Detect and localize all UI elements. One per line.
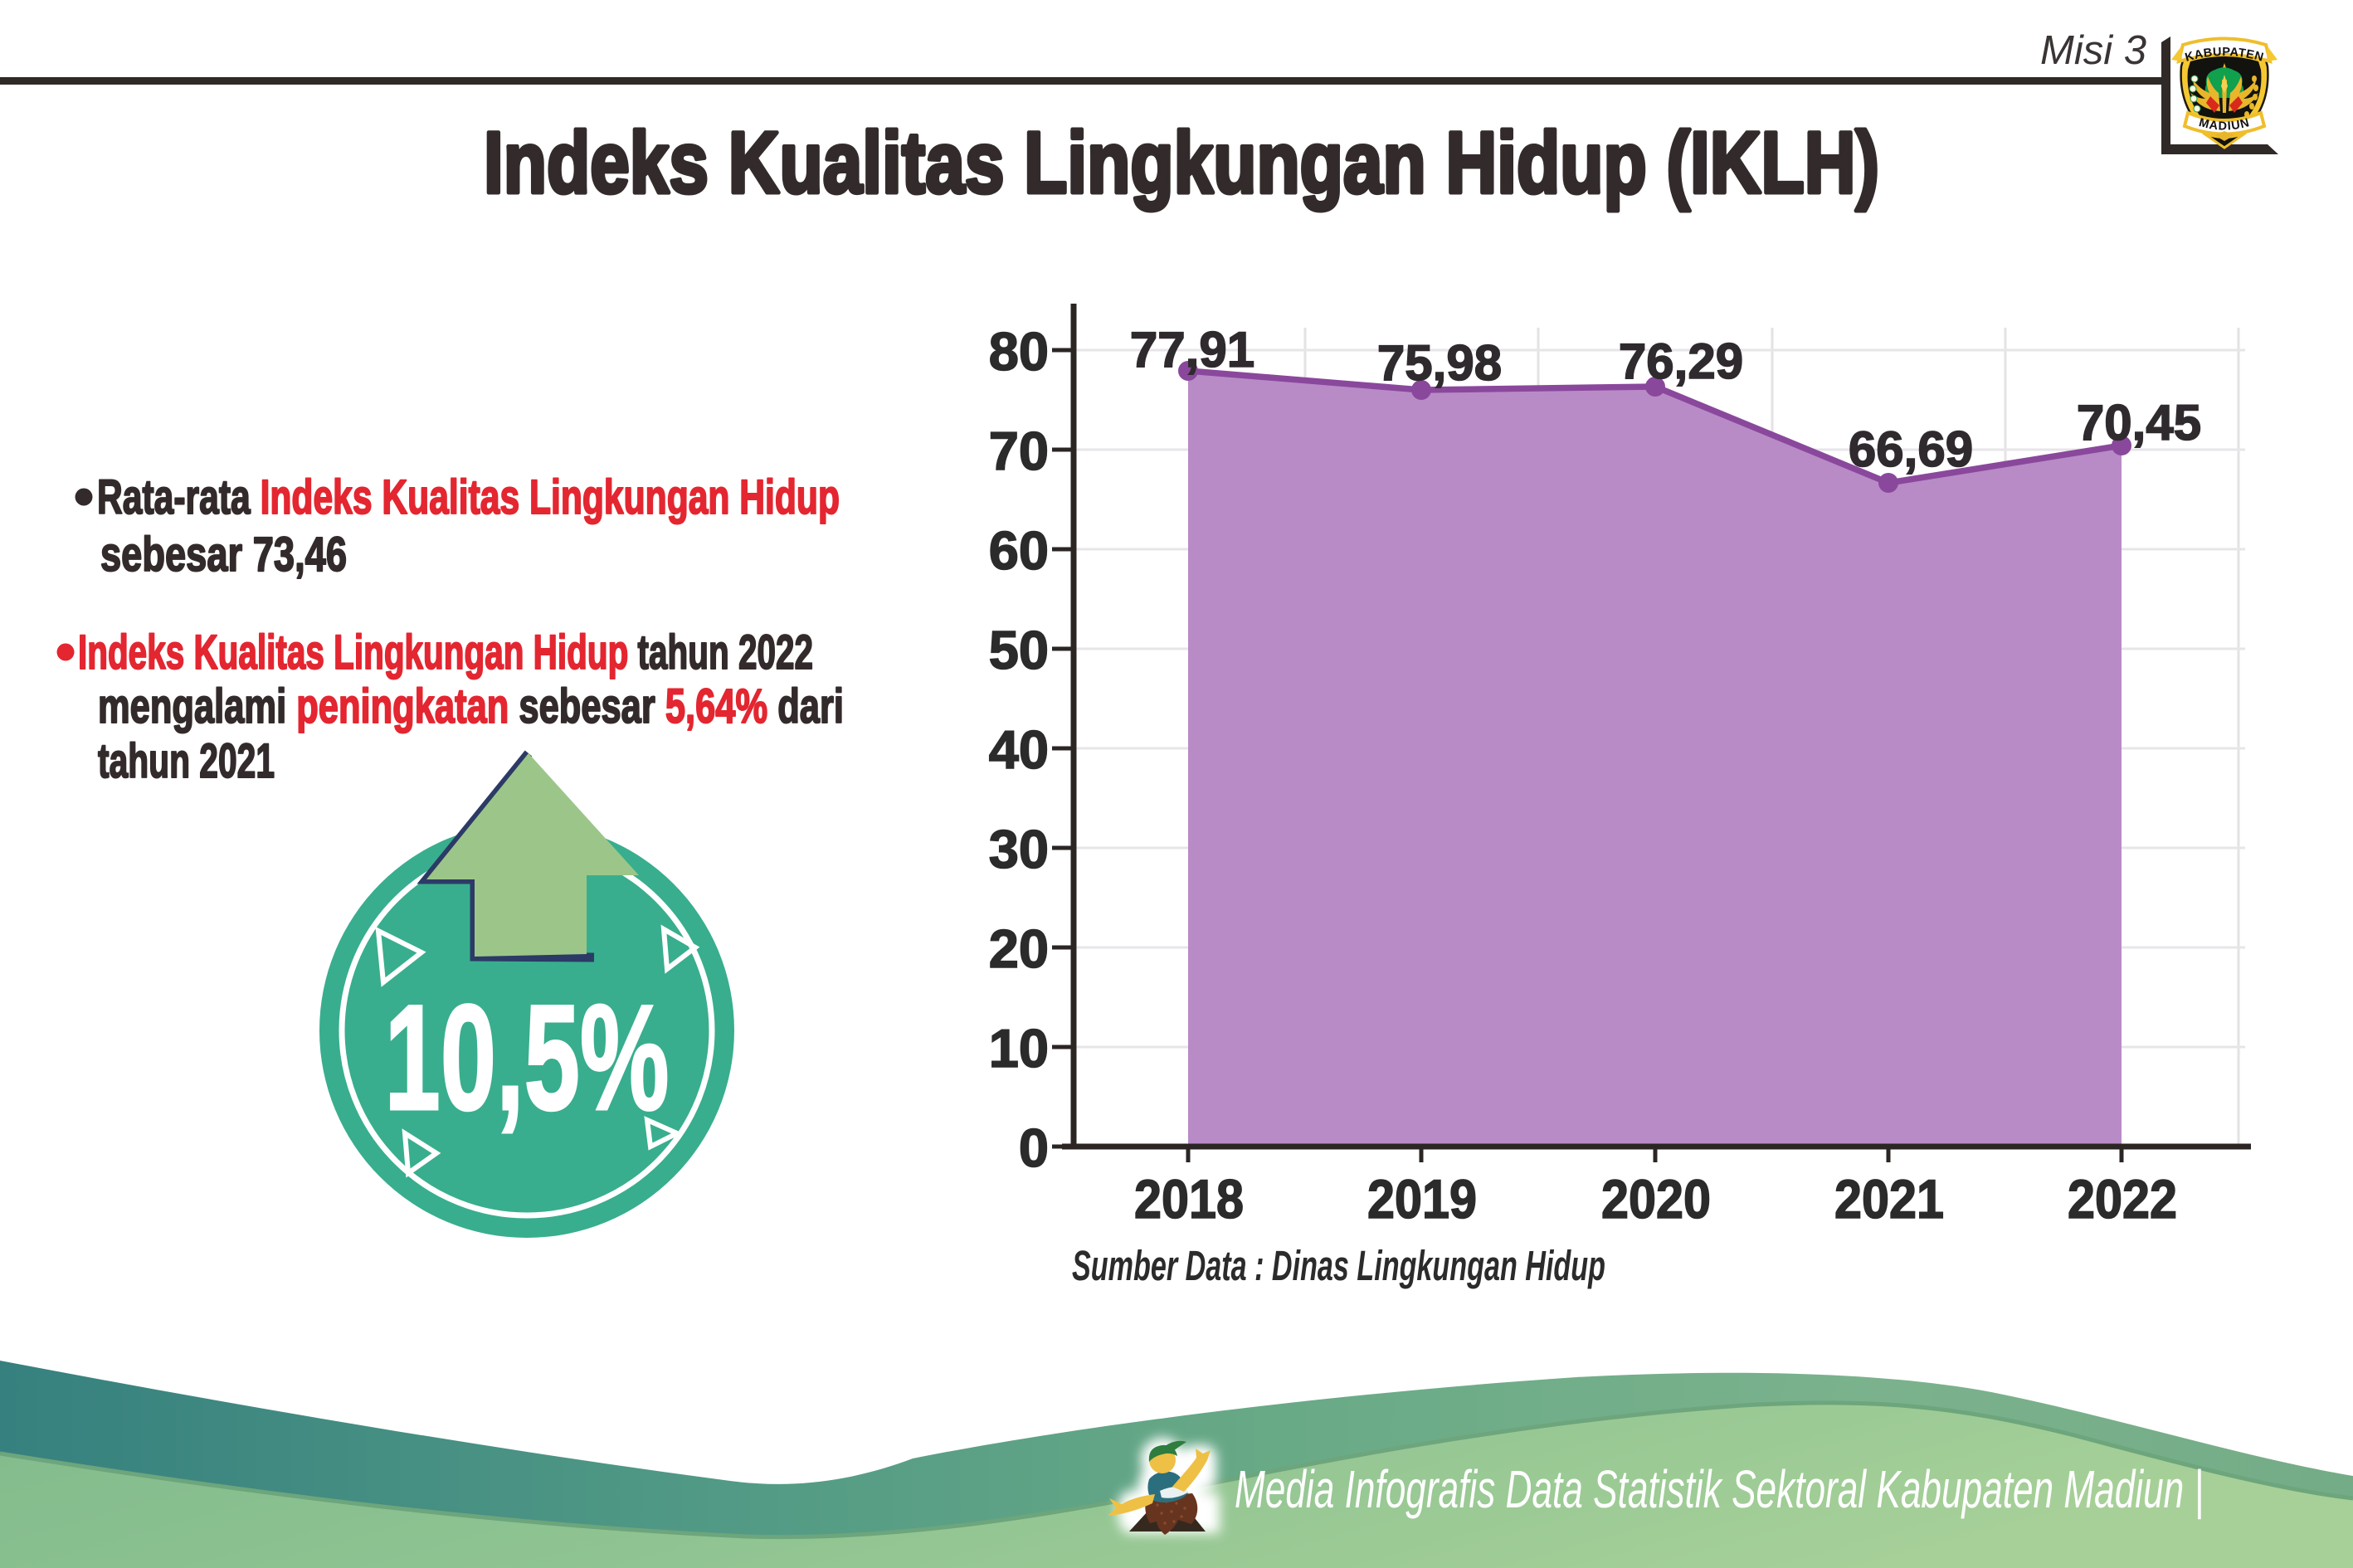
svg-text:Indeks Kualitas Lingkungan Hid: Indeks Kualitas Lingkungan Hidup (IKLH) — [484, 114, 1879, 212]
svg-text:76,29: 76,29 — [1619, 334, 1743, 389]
svg-text:Sumber Data : Dinas Lingkungan: Sumber Data : Dinas Lingkungan Hidup — [1072, 1242, 1605, 1289]
svg-text:0: 0 — [1019, 1118, 1049, 1178]
svg-text:20: 20 — [989, 918, 1049, 979]
svg-text:tahun 2021: tahun 2021 — [98, 734, 275, 788]
svg-text:60: 60 — [989, 520, 1049, 581]
svg-text:2018: 2018 — [1134, 1168, 1244, 1230]
svg-text:KABUPATEN: KABUPATEN — [2184, 46, 2265, 65]
svg-text:77,91: 77,91 — [1130, 322, 1254, 377]
svg-text:10: 10 — [989, 1018, 1049, 1079]
svg-text:Rata-rata Indeks Kualitas Ling: Rata-rata Indeks Kualitas Lingkungan Hid… — [97, 470, 840, 524]
svg-text:70: 70 — [989, 421, 1049, 481]
svg-text:2019: 2019 — [1367, 1168, 1477, 1230]
svg-text:Misi 3: Misi 3 — [2040, 28, 2146, 73]
svg-text:mengalami peningkatan sebesar: mengalami peningkatan sebesar 5,64% dari — [98, 679, 844, 733]
svg-text:2020: 2020 — [1601, 1168, 1711, 1230]
svg-text:30: 30 — [989, 819, 1049, 879]
svg-text:70,45: 70,45 — [2077, 395, 2201, 450]
svg-text:2021: 2021 — [1834, 1168, 1944, 1230]
svg-text:Indeks Kualitas Lingkungan Hid: Indeks Kualitas Lingkungan Hidup tahun 2… — [78, 626, 813, 679]
svg-text:2022: 2022 — [2068, 1168, 2177, 1230]
svg-text:sebesar 73,46: sebesar 73,46 — [100, 528, 347, 582]
svg-text:40: 40 — [989, 719, 1049, 780]
svg-text:80: 80 — [989, 321, 1049, 382]
svg-text:MADIUN: MADIUN — [2197, 116, 2251, 134]
svg-text:75,98: 75,98 — [1377, 335, 1502, 391]
svg-text:10,5%: 10,5% — [385, 974, 670, 1142]
svg-text:66,69: 66,69 — [1849, 421, 1973, 477]
svg-text:Media Infografis Data Statisti: Media Infografis Data Statistik Sektoral… — [1235, 1459, 2204, 1520]
svg-text:50: 50 — [989, 620, 1049, 680]
